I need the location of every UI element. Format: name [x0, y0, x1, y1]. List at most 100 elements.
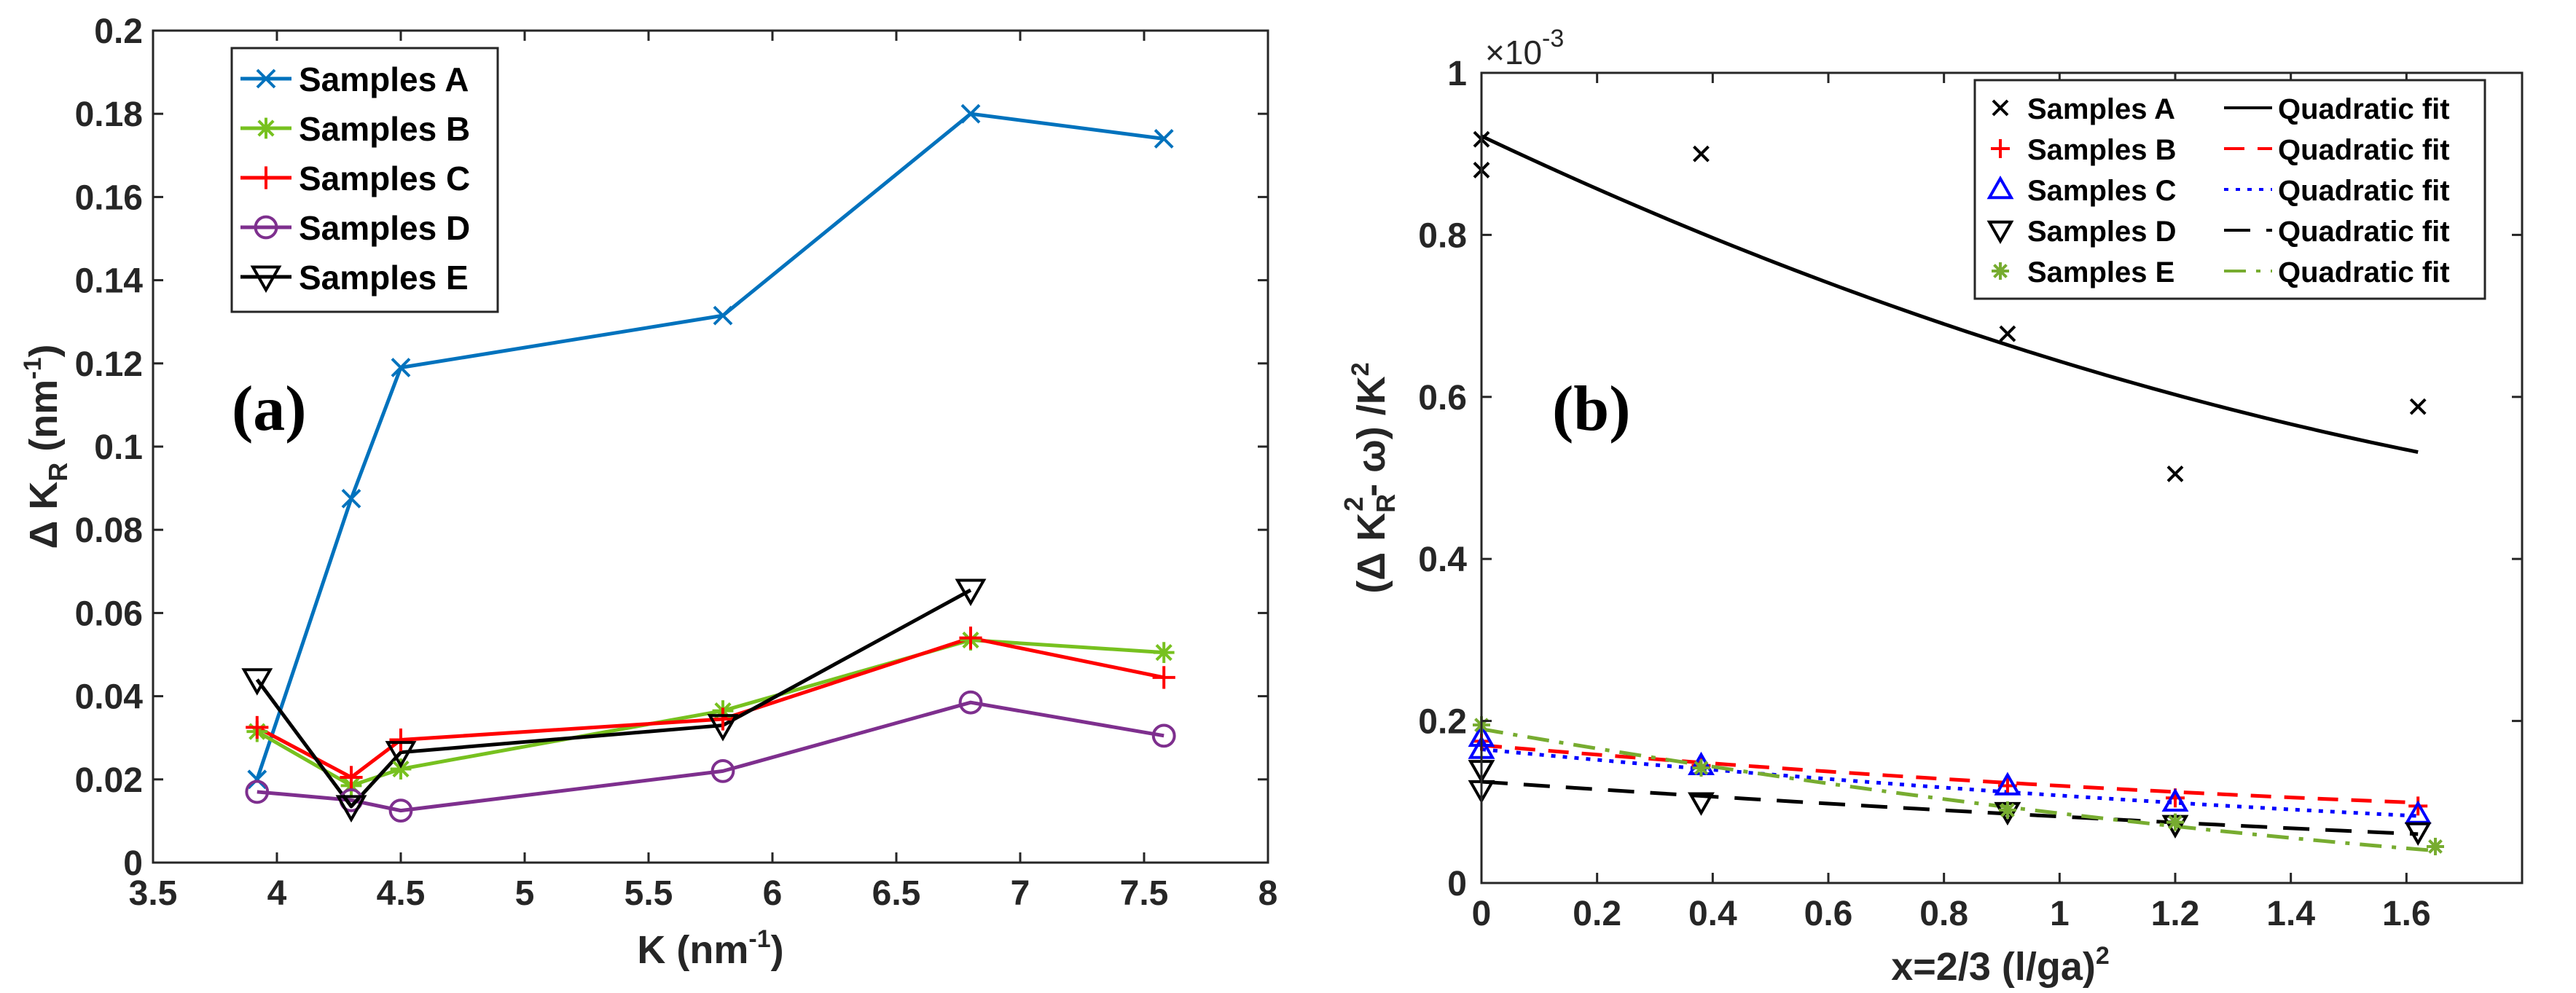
- panel-a-ytick-label: 0.16: [75, 178, 143, 217]
- panel-b-legend-fit-label-samples-c: Quadratic fit: [2278, 175, 2450, 207]
- panel-b-xtick-label: 1.6: [2382, 895, 2431, 933]
- panel-a-point-samples-c: [389, 728, 412, 752]
- panel-b-legend-label-samples-d: Samples D: [2027, 216, 2177, 248]
- panel-b-fit-samples-c: [1481, 747, 2419, 818]
- panel-b-point-samples-a: [2409, 398, 2427, 415]
- panel-b-ytick-label: 0.8: [1418, 216, 1467, 255]
- panel-b-ytick-label: 0.4: [1418, 541, 1467, 579]
- panel-a-legend-marker-samples-c: [254, 166, 278, 189]
- panel-a-point-samples-d: [245, 780, 270, 804]
- panel-a-point-samples-a: [247, 769, 267, 790]
- panel-a-point-samples-c: [246, 715, 269, 739]
- panel-a-ytick-label: 0.04: [75, 678, 144, 717]
- panel-b-point-samples-d: [1688, 792, 1715, 816]
- panel-a-xtick-label: 5.5: [625, 874, 673, 913]
- panel-b-legend: Samples A Quadratic fit Samples B Quadratic…: [1973, 79, 2486, 300]
- panel-b-legend-marker-samples-c: [1986, 175, 2014, 200]
- panel-a-line-samples-c: [256, 636, 1164, 780]
- panel-b-axes-box: [1480, 71, 2524, 884]
- panel-a-point-samples-a: [960, 103, 981, 124]
- panel-b-ytick-label: 0.6: [1418, 379, 1467, 417]
- panel-a-label: (a): [232, 374, 307, 444]
- panel-b-point-samples-d: [2404, 822, 2432, 846]
- panel-a-axes: [152, 29, 1269, 864]
- panel-b-tick-labels: 0 0.2 0.4 0.6 0.8 1 1.2 1.4 1.6 0 0.2 0.4 0.6 0.8 1: [1418, 55, 2430, 933]
- panel-a-chart: 3.5 4 4.5 5 5.5 6 6.5 7 7.5 8 0 0.02 0.04 0.06 0.08 0.1…: [19, 12, 1277, 972]
- panel-b-xtick-label: 1.2: [2151, 895, 2200, 933]
- panel-a-xtick-label: 6.5: [872, 874, 921, 913]
- panel-b-xtick-label: 0.2: [1573, 895, 1621, 933]
- panel-b-legend-marker-samples-a: [1992, 99, 2009, 117]
- panel-b-ylabel: (Δ KR2- ω) /K2: [1339, 362, 1401, 593]
- panel-b-legend-label-samples-e: Samples E: [2027, 256, 2174, 289]
- panel-b-fit-samples-d: [1481, 780, 2419, 836]
- panel-b-ytick-label: 1: [1447, 55, 1467, 93]
- panel-b-xtick-label: 1: [2050, 895, 2070, 933]
- panel-b-legend-fit-label-samples-d: Quadratic fit: [2278, 216, 2450, 248]
- panel-a-point-samples-e: [385, 741, 417, 769]
- panel-b-point-samples-c: [1994, 772, 2021, 796]
- panel-b-xtick-label: 0.6: [1804, 895, 1853, 933]
- panel-b-point-samples-a: [2166, 466, 2184, 482]
- panel-a-xtick-label: 4: [267, 874, 287, 913]
- panel-a-legend-marker-samples-a: [256, 68, 276, 89]
- panel-b-axes: [1480, 71, 2524, 884]
- panel-b-ytick-label: 0: [1447, 865, 1467, 903]
- panel-a-legend-marker-samples-e: [250, 265, 282, 294]
- panel-b-legend-marker-samples-d: [1986, 220, 2014, 245]
- panel-b-point-samples-c: [2161, 788, 2189, 812]
- panel-a-xtick-label: 3.5: [129, 874, 178, 913]
- panel-a-xtick-label: 5: [515, 874, 535, 913]
- panel-a-point-samples-e: [955, 578, 987, 607]
- panel-a-xtick-label: 4.5: [377, 874, 426, 913]
- panel-b-xlabel: x=2/3 (l/ga)2: [1891, 942, 2110, 989]
- panel-b-legend-marker-samples-e: [1992, 262, 2009, 280]
- panel-a-point-samples-a: [341, 488, 361, 509]
- panel-a-legend: Samples A Samples B Samples C Samples D Samp…: [230, 47, 499, 313]
- panel-a-legend-marker-samples-d: [254, 215, 278, 240]
- panel-a-ytick-label: 0.12: [75, 345, 143, 384]
- panel-b-series-markers: [1468, 130, 2444, 855]
- panel-a-series-lines: [255, 111, 1164, 813]
- panel-b-xtick-label: 0.4: [1688, 895, 1737, 933]
- panel-b-legend-fit-label-samples-e: Quadratic fit: [2278, 256, 2450, 289]
- panel-a-legend-marker-samples-b: [255, 117, 277, 139]
- panel-a-point-samples-e: [241, 668, 273, 696]
- panel-a-point-samples-c: [340, 766, 363, 789]
- panel-a-xtick-label: 6: [763, 874, 783, 913]
- panel-b-point-samples-e: [1692, 759, 1710, 777]
- panel-b-label: (b): [1552, 374, 1631, 444]
- panel-a-point-samples-d: [958, 690, 983, 715]
- panel-b-xtick-label: 1.4: [2266, 895, 2315, 933]
- panel-a-ytick-label: 0: [123, 844, 143, 883]
- panel-a-ytick-label: 0.18: [75, 95, 143, 134]
- panel-a-point-samples-d: [388, 798, 413, 823]
- panel-a-xtick-label: 7: [1011, 874, 1030, 913]
- panel-a-ytick-label: 0.2: [94, 12, 143, 51]
- panel-a-point-samples-a: [1154, 129, 1174, 149]
- panel-b-point-samples-e: [2427, 837, 2444, 855]
- panel-a-line-samples-a: [255, 111, 1164, 780]
- panel-b-point-samples-a: [1999, 325, 2016, 342]
- panel-a-xtick-label: 8: [1258, 874, 1278, 913]
- panel-b-point-samples-e: [2166, 813, 2184, 831]
- panel-a-point-samples-c: [1152, 666, 1175, 689]
- panel-a-point-samples-e: [335, 795, 367, 823]
- panel-a-point-samples-b: [390, 758, 412, 780]
- panel-b-exponent: ×10-3: [1485, 25, 1564, 71]
- panel-b-fit-curves: [1480, 134, 2436, 853]
- panel-a-ytick-label: 0.1: [94, 428, 143, 467]
- panel-b-legend-marker-samples-b: [1991, 139, 2010, 158]
- panel-a-point-samples-e: [707, 714, 739, 742]
- panel-a-ytick-label: 0.14: [75, 262, 144, 301]
- panel-a-point-samples-d: [710, 758, 735, 783]
- panel-b-legend-label-samples-c: Samples C: [2027, 175, 2177, 207]
- panel-b-fit-samples-a: [1480, 134, 2419, 454]
- panel-a-point-samples-a: [713, 305, 733, 326]
- panel-b-legend-fit-label-samples-a: Quadratic fit: [2278, 93, 2450, 125]
- panel-b-legend-fit-label-samples-b: Quadratic fit: [2278, 134, 2450, 166]
- panel-b-legend-label-samples-b: Samples B: [2027, 134, 2177, 166]
- panel-a-legend-label-samples-e: Samples E: [299, 259, 469, 297]
- panel-b-chart: 0 0.2 0.4 0.6 0.8 1 1.2 1.4 1.6 0 0.2 0.4 0.6 0.8 1 ×1…: [1339, 25, 2524, 989]
